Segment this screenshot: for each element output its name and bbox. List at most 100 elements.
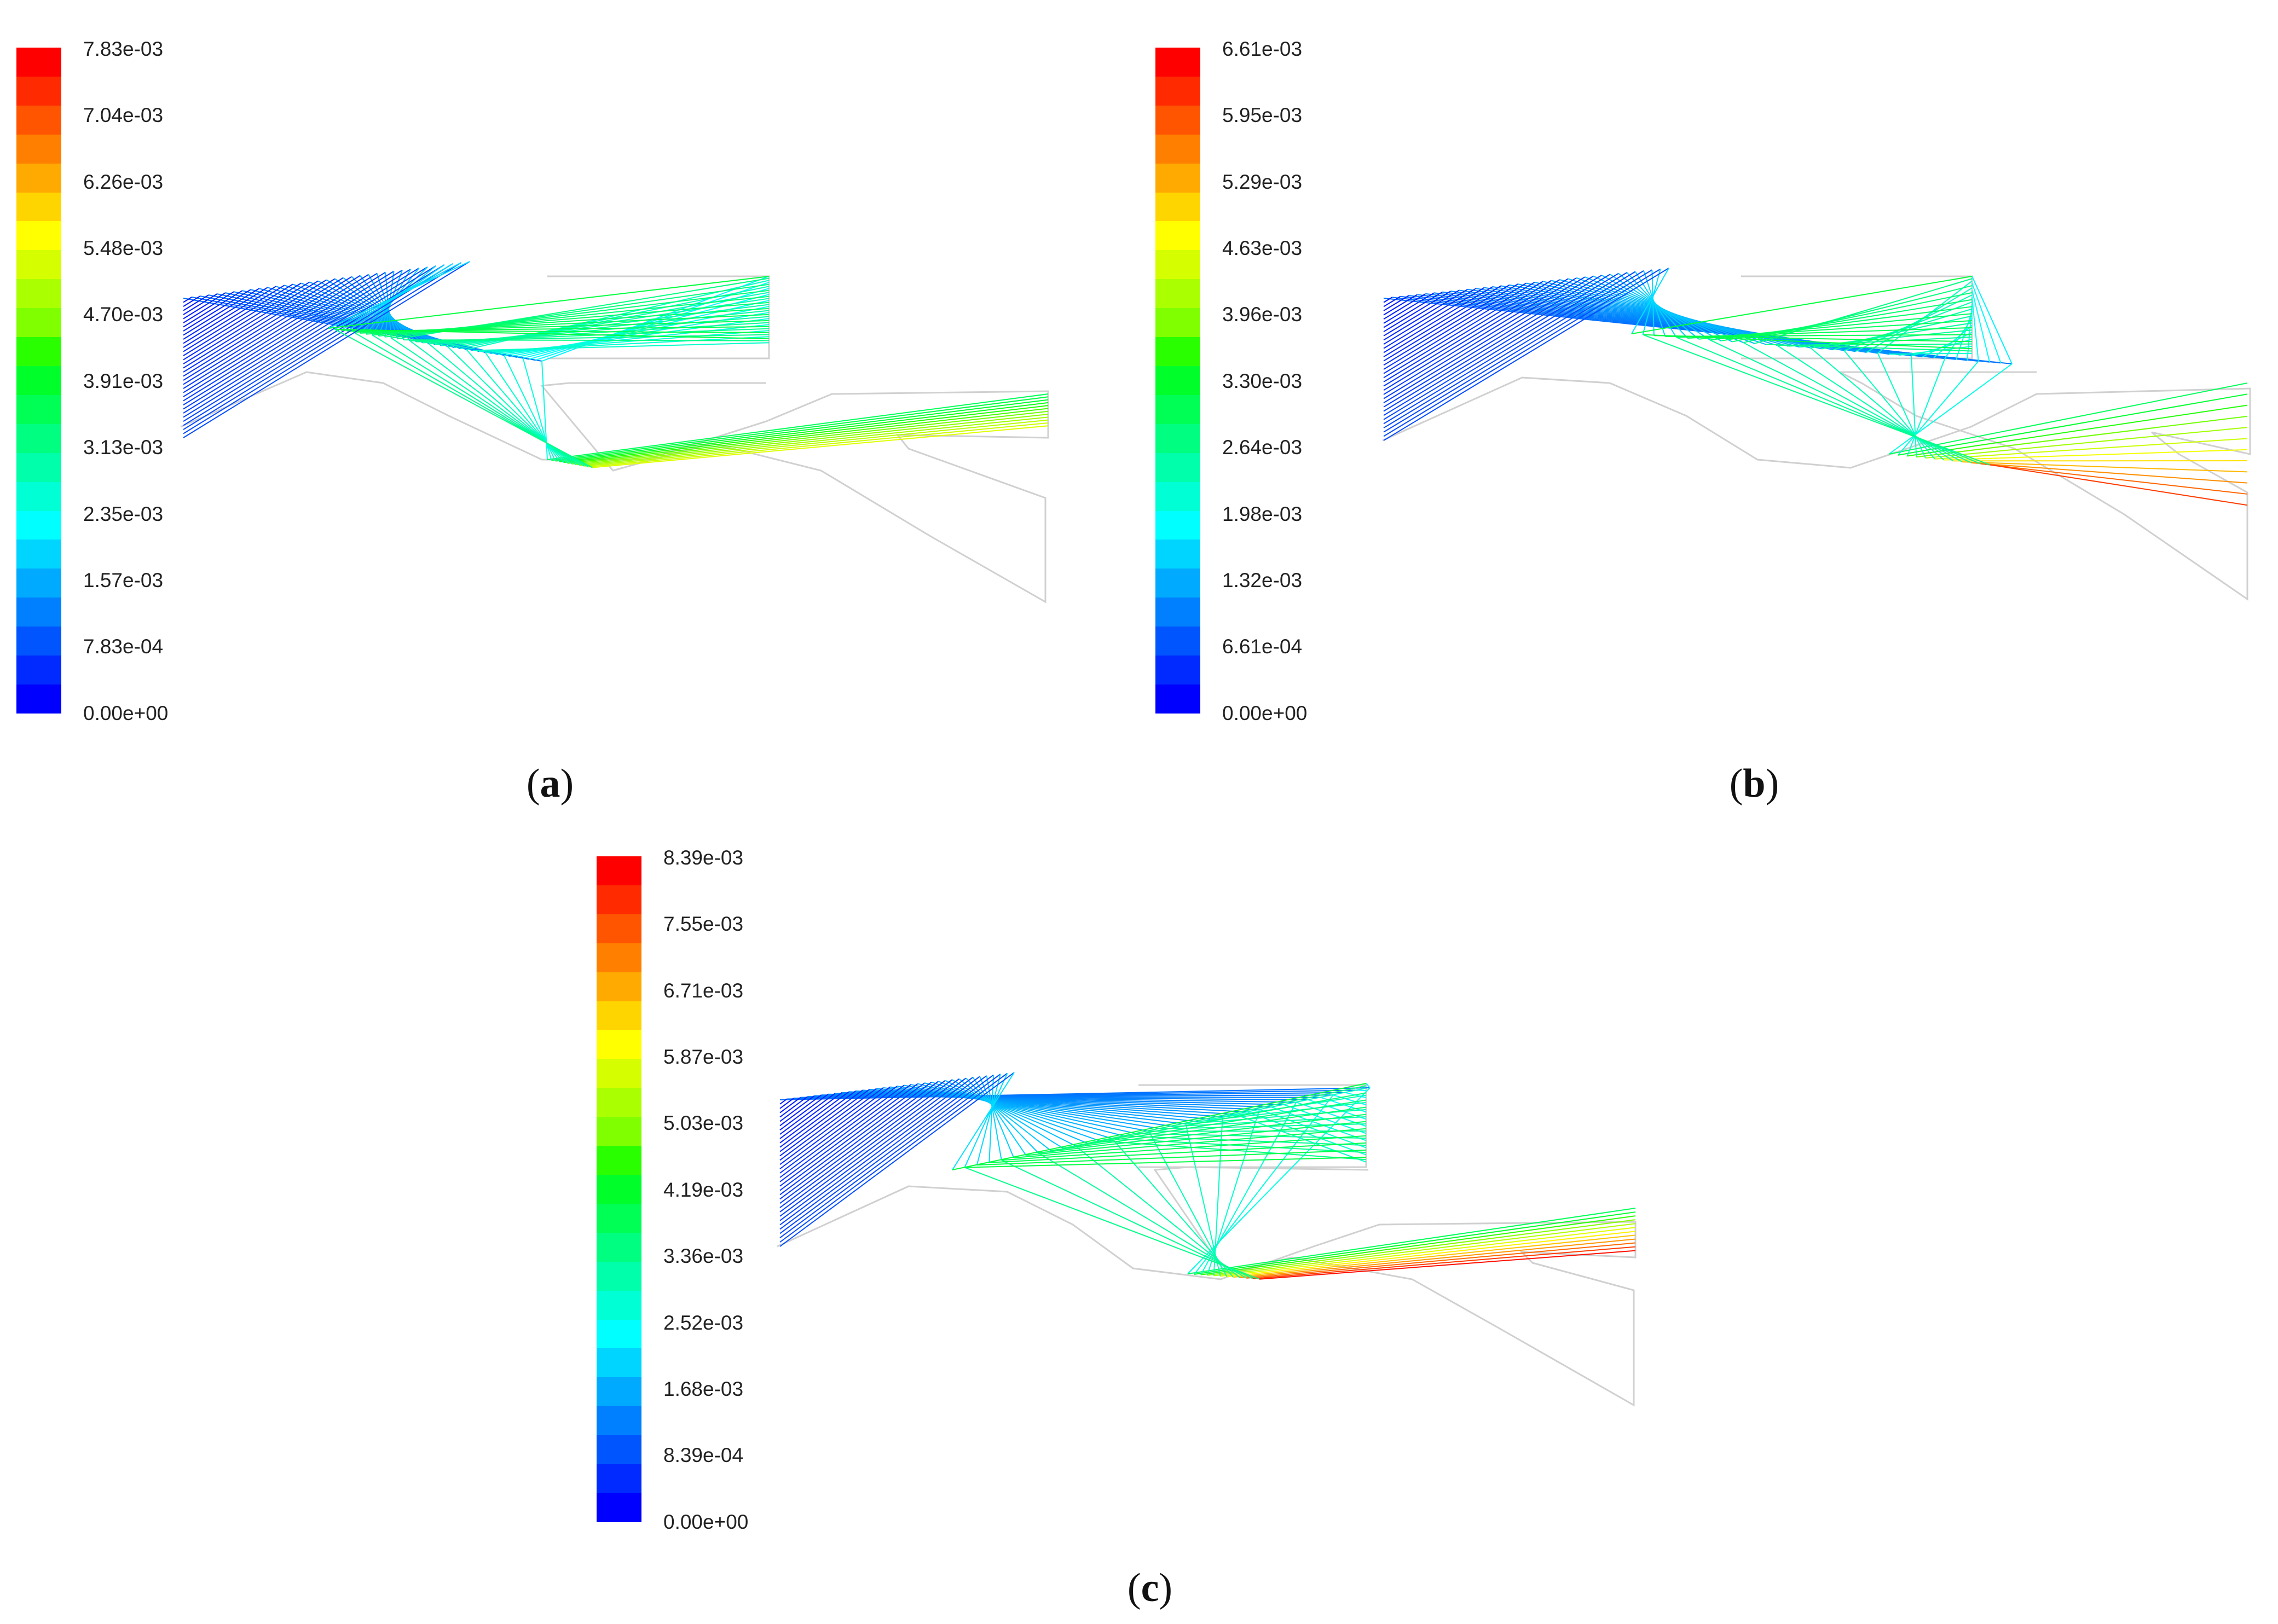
colorbar-band: [1155, 163, 1200, 193]
pathline-segment: [972, 1077, 1027, 1156]
pathline-segment: [986, 1075, 1002, 1161]
pathline-segment: [183, 294, 209, 311]
tick-label: 0.00e+00: [1222, 702, 1308, 724]
pathline-segment: [1383, 294, 1418, 316]
tick-label: 7.83e-04: [83, 635, 164, 658]
pathline-segment: [1907, 404, 2248, 457]
pathline-segment: [779, 1093, 829, 1130]
pathline-segment: [1383, 284, 1510, 362]
pathline-segment: [1732, 292, 1973, 343]
pathline-segment: [1383, 270, 1644, 428]
colorbar: [597, 856, 641, 1522]
pathline-segment: [952, 1072, 1015, 1170]
colorbar-band: [597, 1493, 641, 1522]
tick-label: 5.95e-03: [1222, 104, 1303, 126]
pathline-segment: [183, 275, 361, 385]
pathline-segment: [183, 288, 259, 336]
colorbar-band: [16, 395, 61, 424]
pathline-segment: [183, 281, 310, 361]
pathline-plot: [1382, 268, 2251, 601]
pathline-segment: [183, 280, 319, 364]
pathline-segment: [1843, 350, 1935, 460]
pathline-segment: [779, 1088, 877, 1161]
pathline-segment: [1259, 1109, 1367, 1149]
pathline-plot: [180, 261, 1049, 604]
pathline-segment: [183, 261, 470, 438]
pathline-segment: [779, 1095, 815, 1122]
colorbar-band: [16, 627, 61, 656]
pathline-segment: [988, 1075, 995, 1163]
pathline-segment: [183, 276, 352, 381]
pathline-segment: [183, 295, 201, 307]
pathline-segment: [876, 1088, 1198, 1122]
colorbar-ticks: 6.61e-03 5.95e-03 5.29e-03 4.63e-03 3.96…: [1222, 0, 1386, 766]
pathline-segment: [1911, 356, 1917, 457]
colorbar-band: [16, 250, 61, 280]
colorbar: [1155, 48, 1200, 714]
colorbar-band: [16, 482, 61, 511]
pathline-segment: [1383, 268, 1669, 441]
pathline-segment: [964, 1156, 1367, 1168]
pathline-segment: [958, 1078, 1051, 1151]
pathline-segment: [183, 297, 192, 303]
pathline-segment: [328, 276, 770, 329]
pathline-segment: [1383, 268, 1661, 437]
pathline-segment: [1971, 290, 1991, 363]
colorbar-band: [1155, 48, 1200, 77]
colorbar-band: [1155, 511, 1200, 540]
colorbar-band: [597, 1406, 641, 1436]
pathline-segment: [1651, 270, 1655, 336]
pathline-segment: [890, 1086, 1174, 1127]
colorbar-band: [16, 453, 61, 482]
pathline-segment: [1971, 276, 2013, 364]
tick-label: 3.91e-03: [83, 370, 164, 392]
colorbar-band: [16, 48, 61, 77]
colorbar-band: [16, 221, 61, 251]
pathline-segment: [1383, 297, 1392, 303]
pathline-segment: [1916, 415, 2248, 458]
pathline-segment: [1665, 334, 1973, 337]
colorbar-band: [597, 1435, 641, 1465]
pathline-segment: [779, 1075, 987, 1230]
pathline-segment: [1187, 1208, 1636, 1274]
tick-label: 0.00e+00: [83, 702, 169, 724]
pathline-segment: [779, 1081, 939, 1200]
pathline-segment: [1971, 462, 2248, 484]
tick-label: 6.71e-03: [663, 979, 744, 1002]
pathline-segment: [1038, 1152, 1247, 1279]
tick-label: 4.19e-03: [663, 1179, 744, 1201]
pathline-segment: [1259, 1250, 1636, 1280]
tick-label: 0.00e+00: [663, 1511, 749, 1533]
pathline-segment: [1200, 1215, 1636, 1275]
tick-label: 4.63e-03: [1222, 237, 1303, 259]
pathline-segment: [897, 1086, 1161, 1129]
tick-label: 3.96e-03: [1222, 303, 1303, 326]
tick-label: 6.61e-03: [1222, 38, 1303, 60]
tick-label: 2.64e-03: [1222, 436, 1303, 459]
colorbar-band: [1155, 134, 1200, 164]
pathline-segment: [952, 1079, 1063, 1149]
colorbar-band: [597, 1319, 641, 1349]
pathline-segment: [183, 266, 428, 418]
colorbar-band: [1155, 482, 1200, 511]
pathline-segment: [1754, 278, 1973, 344]
colorbar-band: [16, 279, 61, 309]
colorbar-ticks: 8.39e-03 7.55e-03 6.71e-03 5.87e-03 5.03…: [663, 809, 828, 1575]
pathline-segment: [183, 290, 243, 328]
pathline-segment: [1194, 1211, 1636, 1275]
pathline-segment: [334, 328, 593, 468]
pathline-segment: [938, 1081, 1088, 1144]
pathline-segment: [1383, 279, 1560, 387]
tick-label: 1.32e-03: [1222, 569, 1303, 591]
colorbar-band: [1155, 453, 1200, 482]
pathline-segment: [328, 261, 470, 329]
pathline-plot: [777, 1072, 1637, 1407]
pathline-segment: [1877, 353, 1926, 459]
pathline-segment: [1971, 283, 2002, 363]
panel-a: 7.83e-03 7.04e-03 6.26e-03 5.48e-03 4.70…: [0, 0, 1138, 815]
tick-label: 1.57e-03: [83, 569, 164, 591]
pathline-segment: [1383, 285, 1502, 357]
colorbar-band: [16, 569, 61, 598]
pathline-segment: [976, 1149, 1367, 1166]
pathline-segment: [559, 402, 1049, 462]
